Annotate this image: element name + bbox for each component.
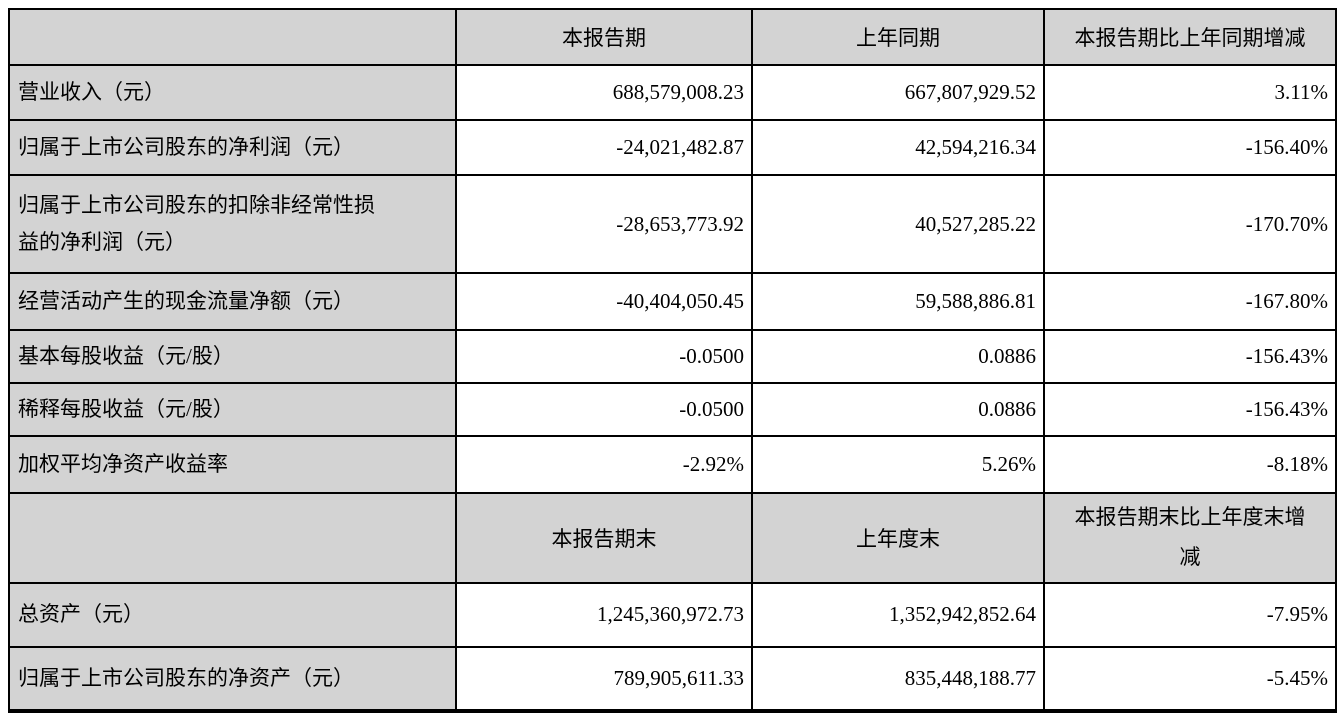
value-current: 1,245,360,972.73: [455, 581, 753, 648]
period-header-row: 本报告期 上年同期 本报告期比上年同期增减: [8, 8, 1337, 66]
value-change: -8.18%: [1043, 435, 1337, 494]
value-prior: 59,588,886.81: [751, 272, 1045, 331]
value-prior: 40,527,285.22: [751, 174, 1045, 274]
row-label: 归属于上市公司股东的净资产（元）: [8, 645, 457, 712]
row-label: 稀释每股收益（元/股）: [8, 382, 457, 437]
row-diluted-eps: 稀释每股收益（元/股） -0.0500 0.0886 -156.43%: [8, 382, 1337, 437]
column-header-prior-period: 上年同期: [751, 8, 1045, 66]
value-prior: 1,352,942,852.64: [751, 581, 1045, 648]
column-header-yearend-change-text: 本报告期末比上年度末增减: [1074, 505, 1306, 569]
value-current: -0.0500: [455, 329, 753, 384]
row-net-profit-attributable: 归属于上市公司股东的净利润（元） -24,021,482.87 42,594,2…: [8, 119, 1337, 176]
row-label: 基本每股收益（元/股）: [8, 329, 457, 384]
value-current: 688,579,008.23: [455, 64, 753, 121]
value-change: -156.43%: [1043, 382, 1337, 437]
value-current: -0.0500: [455, 382, 753, 437]
row-label-text: 归属于上市公司股东的扣除非经常性损益的净利润（元）: [18, 193, 375, 254]
row-basic-eps: 基本每股收益（元/股） -0.0500 0.0886 -156.43%: [8, 329, 1337, 384]
column-header-prior-year-end: 上年度末: [751, 492, 1045, 584]
financial-summary-table: 本报告期 上年同期 本报告期比上年同期增减 营业收入（元） 688,579,00…: [8, 8, 1337, 713]
row-label: 归属于上市公司股东的净利润（元）: [8, 119, 457, 176]
corner-cell: [8, 492, 457, 584]
value-prior: 667,807,929.52: [751, 64, 1045, 121]
yearend-header-row: 本报告期末 上年度末 本报告期末比上年度末增减: [8, 492, 1337, 584]
value-current: -24,021,482.87: [455, 119, 753, 176]
value-current: -2.92%: [455, 435, 753, 494]
value-current: -28,653,773.92: [455, 174, 753, 274]
column-header-current-period: 本报告期: [455, 8, 753, 66]
value-change: -5.45%: [1043, 645, 1337, 712]
column-header-period-end: 本报告期末: [455, 492, 753, 584]
value-prior: 5.26%: [751, 435, 1045, 494]
row-label: 营业收入（元）: [8, 64, 457, 121]
value-prior: 0.0886: [751, 382, 1045, 437]
value-prior: 835,448,188.77: [751, 645, 1045, 712]
corner-cell: [8, 8, 457, 66]
column-header-yearend-change: 本报告期末比上年度末增减: [1043, 492, 1337, 584]
value-change: 3.11%: [1043, 64, 1337, 121]
value-current: -40,404,050.45: [455, 272, 753, 331]
row-label: 总资产（元）: [8, 581, 457, 648]
value-change: -156.40%: [1043, 119, 1337, 176]
value-change: -170.70%: [1043, 174, 1337, 274]
value-prior: 42,594,216.34: [751, 119, 1045, 176]
row-operating-cash-flow-net: 经营活动产生的现金流量净额（元） -40,404,050.45 59,588,8…: [8, 272, 1337, 331]
row-net-profit-excl-nonrecurring: 归属于上市公司股东的扣除非经常性损益的净利润（元） -28,653,773.92…: [8, 174, 1337, 274]
value-change: -7.95%: [1043, 581, 1337, 648]
row-weighted-avg-roe: 加权平均净资产收益率 -2.92% 5.26% -8.18%: [8, 435, 1337, 494]
value-change: -167.80%: [1043, 272, 1337, 331]
row-label: 经营活动产生的现金流量净额（元）: [8, 272, 457, 331]
row-label: 加权平均净资产收益率: [8, 435, 457, 494]
row-label: 归属于上市公司股东的扣除非经常性损益的净利润（元）: [8, 174, 457, 274]
row-operating-revenue: 营业收入（元） 688,579,008.23 667,807,929.52 3.…: [8, 64, 1337, 121]
value-current: 789,905,611.33: [455, 645, 753, 712]
column-header-period-change: 本报告期比上年同期增减: [1043, 8, 1337, 66]
value-prior: 0.0886: [751, 329, 1045, 384]
value-change: -156.43%: [1043, 329, 1337, 384]
row-net-assets-attributable: 归属于上市公司股东的净资产（元） 789,905,611.33 835,448,…: [8, 645, 1337, 712]
row-total-assets: 总资产（元） 1,245,360,972.73 1,352,942,852.64…: [8, 581, 1337, 648]
